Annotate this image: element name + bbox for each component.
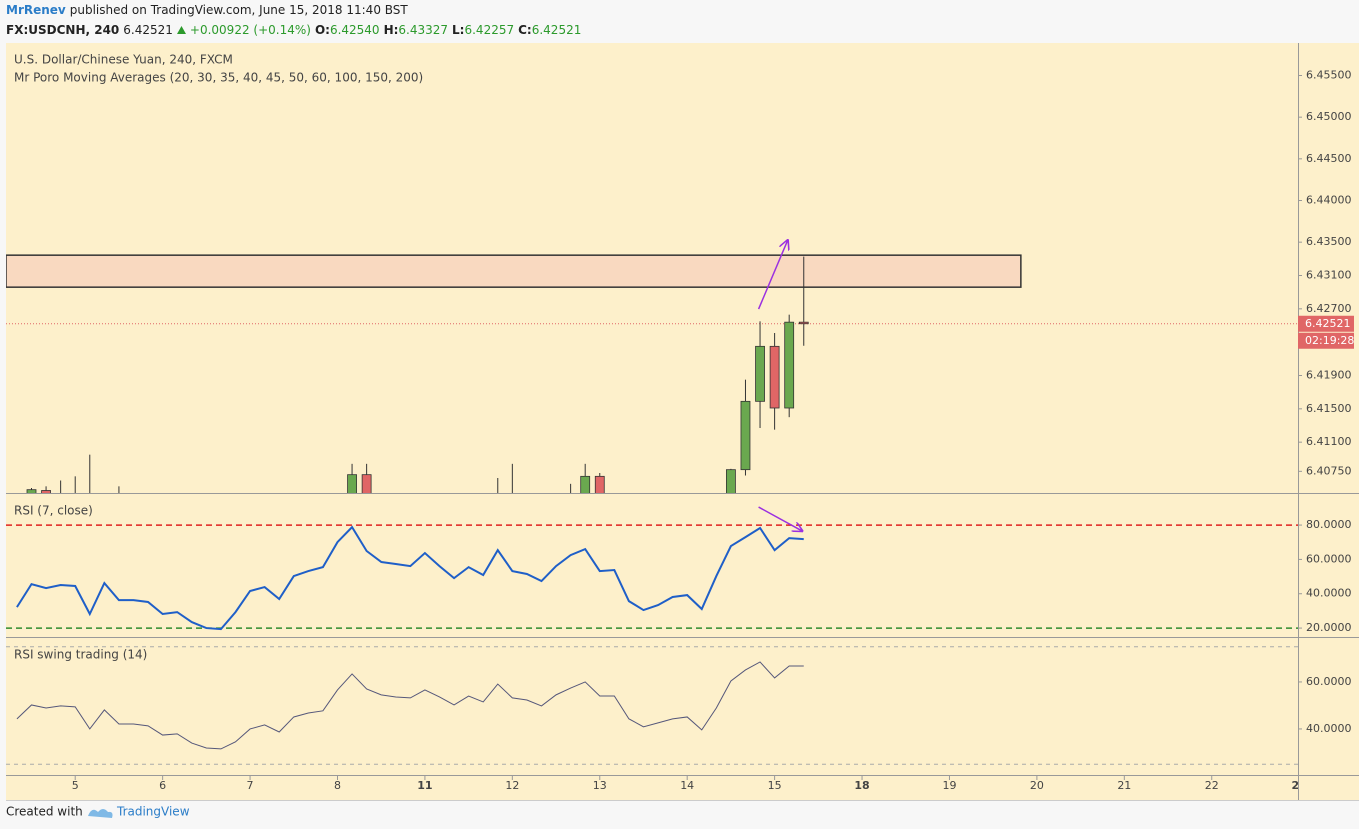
ohlc-key: L: <box>452 23 465 37</box>
y-tick-label: 40.0000 <box>1306 587 1352 600</box>
candle-body <box>726 469 736 493</box>
y-tick-label: 6.43500 <box>1306 235 1352 248</box>
ohlc-value: 6.42257 <box>464 23 515 37</box>
candle-body <box>594 475 605 493</box>
x-tick-label: 18 <box>854 779 869 792</box>
ohlc-item: O:6.42540 <box>315 20 380 40</box>
publish-line: MrRenev published on TradingView.com, Jun… <box>6 0 1356 20</box>
x-tick-label: 7 <box>247 779 254 792</box>
x-tick-label: 12 <box>505 779 519 792</box>
annotation-arrow <box>757 240 788 310</box>
countdown-box <box>1298 332 1354 349</box>
line-series <box>16 661 804 750</box>
up-icon <box>176 26 186 34</box>
x-tick-label: 11 <box>417 779 432 792</box>
y-tick-label: 6.42700 <box>1306 302 1352 315</box>
x-tick-label: 15 <box>768 779 782 792</box>
candle-body <box>769 345 780 409</box>
y-tick-label: 6.41500 <box>1306 402 1352 415</box>
chart-subtitle: Mr Poro Moving Averages (20, 30, 35, 40,… <box>14 71 423 85</box>
ohlc-item: C:6.42521 <box>518 20 581 40</box>
x-tick-label: 5 <box>72 779 79 792</box>
symbol-line: FX:USDCNH, 240 6.42521 +0.00922 (+0.14%) O:… <box>6 20 1356 40</box>
y-tick-label: 6.45500 <box>1306 69 1352 82</box>
x-tick-label: 21 <box>1117 779 1131 792</box>
author[interactable]: MrRenev <box>6 3 66 17</box>
change: +0.00922 (+0.14%) <box>189 23 311 37</box>
candle-body <box>755 345 765 402</box>
line-series <box>16 525 804 631</box>
pane <box>6 646 1298 765</box>
y-tick-label: 6.44500 <box>1306 152 1352 165</box>
ohlc-item: L:6.42257 <box>452 20 514 40</box>
y-tick-label: 60.0000 <box>1306 552 1352 565</box>
x-tick-label: 22 <box>1205 779 1219 792</box>
ohlc-key: H: <box>383 23 399 37</box>
x-tick-label: 14 <box>680 779 694 792</box>
ohlc-item: H:6.43327 <box>384 20 448 40</box>
y-tick-label: 6.44000 <box>1306 194 1352 207</box>
price-label: 6.42521 <box>1305 317 1351 330</box>
countdown-label: 02:19:28 <box>1305 334 1354 347</box>
ohlc-value: 6.43327 <box>398 23 449 37</box>
candle-body <box>26 489 37 493</box>
candle-body <box>347 474 357 493</box>
y-tick-label: 60.0000 <box>1306 675 1352 688</box>
x-tick-label: 8 <box>334 779 341 792</box>
ohlc-key: O: <box>314 23 330 37</box>
chart-background <box>6 43 1359 800</box>
rsi-title: RSI (7, close) <box>14 504 93 518</box>
annotation-arrow <box>758 506 803 531</box>
tradingview-logo <box>88 809 113 818</box>
price-label-box <box>1298 315 1354 332</box>
header: MrRenev published on TradingView.com, Jun… <box>6 0 1356 40</box>
x-tick-label: 20 <box>1030 779 1044 792</box>
candle-body <box>41 490 51 493</box>
pane <box>6 240 1298 493</box>
ohlc-value: 6.42521 <box>531 23 582 37</box>
candle-body <box>784 321 795 409</box>
resistance-zone <box>6 254 1022 288</box>
symbol: FX:USDCNH, 240 <box>6 23 120 37</box>
candle-body <box>740 400 751 471</box>
candle-body <box>798 321 809 325</box>
y-tick-label: 40.0000 <box>1306 722 1352 735</box>
ohlc-key: C: <box>518 23 532 37</box>
y-tick-label: 6.40750 <box>1306 464 1352 477</box>
x-tick-label: 25 <box>1292 779 1307 792</box>
y-tick-label: 6.41900 <box>1306 369 1352 382</box>
x-tick-label: 6 <box>159 779 166 792</box>
last-price: 6.42521 <box>123 23 173 37</box>
x-tick-label: 19 <box>942 779 956 792</box>
candle-body <box>361 474 372 493</box>
chart-title: U.S. Dollar/Chinese Yuan, 240, FXCM <box>14 53 233 67</box>
y-tick-label: 20.0000 <box>1306 621 1352 634</box>
pane <box>6 506 1298 631</box>
published: published on TradingView.com, June 15, 2… <box>69 3 408 17</box>
ohlc-value: 6.42540 <box>329 23 380 37</box>
y-tick-label: 6.45000 <box>1306 110 1352 123</box>
y-tick-label: 6.43100 <box>1306 269 1352 282</box>
x-tick-label: 13 <box>593 779 607 792</box>
y-tick-label: 80.0000 <box>1306 518 1352 531</box>
footer-brand[interactable]: TradingView <box>116 805 190 819</box>
footer-created: Created with <box>6 805 83 819</box>
plot-layer: 6.45500 6.45000 6.44500 6.44000 6.43500 6.431… <box>6 69 1354 792</box>
rsi-swing-title: RSI swing trading (14) <box>14 648 147 662</box>
candle-body <box>580 475 591 493</box>
time-axis: 5 6 7 8 11 12 13 14 15 18 19 20 21 22 25 <box>72 776 1307 792</box>
y-tick-label: 6.41100 <box>1306 435 1352 448</box>
